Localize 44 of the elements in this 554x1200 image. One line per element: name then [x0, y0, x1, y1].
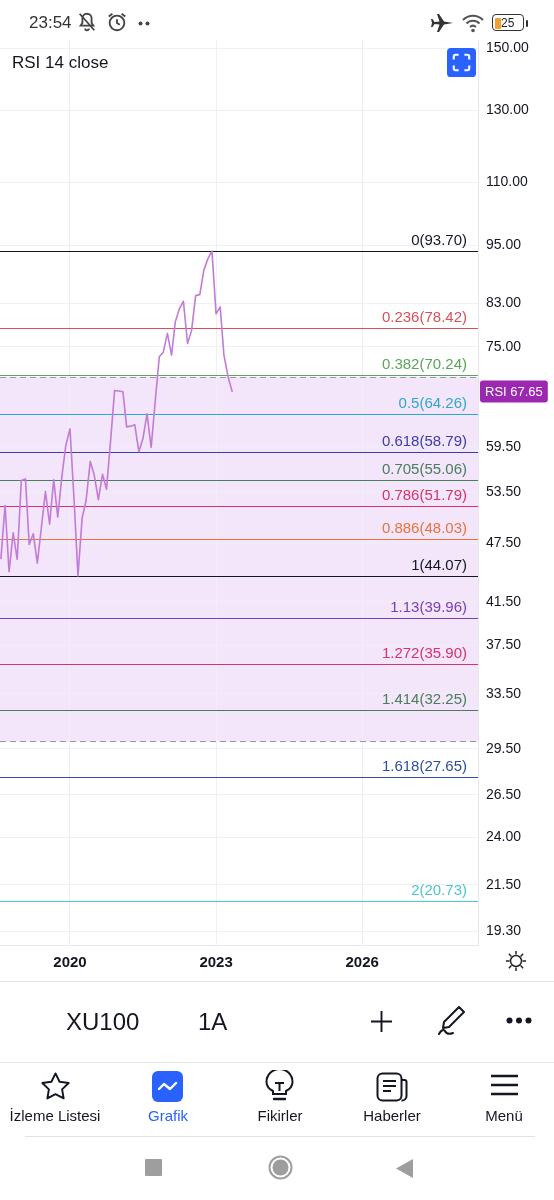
y-tick-label: 24.00: [486, 828, 522, 845]
ref-line-label: 1.13(39.96): [390, 597, 467, 615]
x-tick-label: 2020: [53, 953, 87, 971]
y-tick-label: 53.50: [486, 483, 522, 500]
x-tick-label: 2026: [345, 953, 379, 971]
ref-line-label: 1(44.07): [411, 555, 467, 573]
y-tick-label: 41.50: [486, 592, 522, 609]
y-tick-label: 75.00: [486, 337, 522, 354]
text: Menü: [485, 1107, 523, 1124]
y-tick-label: 95.00: [486, 236, 522, 253]
text: RSI 14 close: [12, 53, 109, 72]
y-tick-label: 33.50: [486, 684, 522, 701]
ref-line-label: 0.382(70.24): [381, 354, 467, 372]
text: 23:54: [29, 13, 72, 32]
text: Grafik: [147, 1107, 189, 1124]
ref-line-label: 0(93.70): [411, 230, 467, 248]
y-tick-label: 21.50: [486, 875, 522, 892]
text: Fikirler: [257, 1107, 303, 1124]
y-tick-label: 19.30: [486, 922, 522, 939]
y-tick-label: 110.00: [486, 172, 528, 189]
ref-line-label: 0.786(51.79): [381, 485, 467, 503]
ref-line-label: 0.236(78.42): [381, 307, 467, 325]
ref-line-label: 2(20.73): [411, 880, 467, 898]
text: RSI 67.65: [485, 383, 543, 399]
y-tick-label: 26.50: [486, 785, 522, 802]
y-tick-label: 59.50: [486, 437, 522, 454]
ref-line-label: 1.414(32.25): [381, 689, 467, 707]
x-tick-label: 2023: [199, 953, 233, 971]
ref-line-label: 1.272(35.90): [381, 643, 467, 661]
ref-line-label: 0.886(48.03): [381, 518, 467, 536]
y-tick-label: 37.50: [486, 636, 522, 653]
ref-line-label: 0.705(55.06): [381, 459, 467, 477]
y-tick-label: 47.50: [486, 534, 522, 551]
text: XU100: [66, 1008, 140, 1035]
y-tick-label: 150.00: [486, 39, 530, 56]
ref-line-label: 0.5(64.26): [398, 393, 467, 411]
text: İzleme Listesi: [9, 1107, 101, 1124]
ref-line-label: 0.618(58.79): [381, 431, 467, 449]
y-tick-label: 83.00: [486, 294, 522, 311]
text: 1A: [198, 1008, 228, 1035]
y-tick-label: 29.50: [486, 739, 522, 756]
ref-line-label: 1.618(27.65): [381, 756, 467, 774]
text: Haberler: [363, 1107, 421, 1124]
y-tick-label: 130.00: [486, 101, 530, 117]
